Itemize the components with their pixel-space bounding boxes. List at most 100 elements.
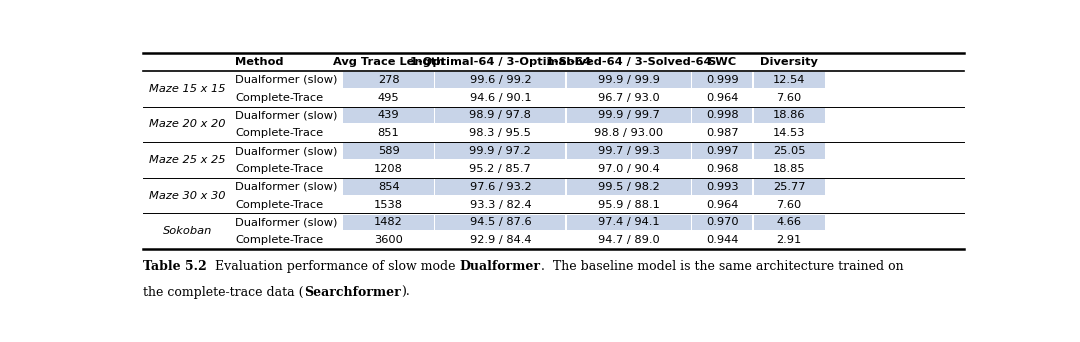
- Text: Complete-Trace: Complete-Trace: [235, 128, 324, 138]
- Text: 12.54: 12.54: [773, 75, 806, 85]
- Text: 0.993: 0.993: [706, 182, 739, 192]
- Text: 98.3 / 95.5: 98.3 / 95.5: [470, 128, 531, 138]
- FancyBboxPatch shape: [754, 143, 825, 159]
- Text: 0.998: 0.998: [706, 110, 739, 120]
- FancyBboxPatch shape: [567, 72, 691, 88]
- Text: Dualformer (slow): Dualformer (slow): [235, 182, 338, 192]
- FancyBboxPatch shape: [435, 72, 565, 88]
- FancyBboxPatch shape: [567, 214, 691, 230]
- Text: 1208: 1208: [374, 164, 403, 174]
- Text: 854: 854: [378, 182, 400, 192]
- FancyBboxPatch shape: [567, 108, 691, 123]
- Text: Complete-Trace: Complete-Trace: [235, 235, 324, 245]
- Text: .  The baseline model is the same architecture trained on: . The baseline model is the same archite…: [541, 260, 903, 273]
- Text: 98.9 / 97.8: 98.9 / 97.8: [470, 110, 531, 120]
- Text: Maze 15 x 15: Maze 15 x 15: [149, 84, 226, 94]
- Text: 0.997: 0.997: [706, 146, 739, 156]
- Text: SWC: SWC: [707, 57, 737, 67]
- Text: 99.6 / 99.2: 99.6 / 99.2: [470, 75, 531, 85]
- Text: Complete-Trace: Complete-Trace: [235, 164, 324, 174]
- Text: 97.0 / 90.4: 97.0 / 90.4: [598, 164, 660, 174]
- FancyBboxPatch shape: [435, 143, 565, 159]
- FancyBboxPatch shape: [567, 143, 691, 159]
- Text: Avg Trace Length: Avg Trace Length: [333, 57, 444, 67]
- FancyBboxPatch shape: [435, 108, 565, 123]
- Text: 2.91: 2.91: [777, 235, 801, 245]
- Text: 97.4 / 94.1: 97.4 / 94.1: [598, 218, 660, 227]
- Text: 589: 589: [378, 146, 400, 156]
- Text: 94.7 / 89.0: 94.7 / 89.0: [598, 235, 660, 245]
- Text: 93.3 / 82.4: 93.3 / 82.4: [470, 199, 531, 210]
- Text: 95.2 / 85.7: 95.2 / 85.7: [470, 164, 531, 174]
- FancyBboxPatch shape: [692, 72, 752, 88]
- Text: 92.9 / 84.4: 92.9 / 84.4: [470, 235, 531, 245]
- FancyBboxPatch shape: [343, 143, 434, 159]
- Text: Complete-Trace: Complete-Trace: [235, 199, 324, 210]
- Text: 7.60: 7.60: [777, 93, 801, 103]
- Text: Dualformer (slow): Dualformer (slow): [235, 75, 338, 85]
- Text: Dualformer: Dualformer: [460, 260, 541, 273]
- Text: 0.970: 0.970: [706, 218, 739, 227]
- Text: 94.5 / 87.6: 94.5 / 87.6: [470, 218, 531, 227]
- FancyBboxPatch shape: [692, 214, 752, 230]
- FancyBboxPatch shape: [343, 179, 434, 195]
- Text: 25.77: 25.77: [773, 182, 806, 192]
- Text: 439: 439: [378, 110, 400, 120]
- Text: 99.9 / 97.2: 99.9 / 97.2: [470, 146, 531, 156]
- FancyBboxPatch shape: [754, 214, 825, 230]
- Text: 3600: 3600: [374, 235, 403, 245]
- Text: 98.8 / 93.00: 98.8 / 93.00: [594, 128, 663, 138]
- Text: 18.85: 18.85: [773, 164, 806, 174]
- Text: 1-Solved-64 / 3-Solved-64: 1-Solved-64 / 3-Solved-64: [546, 57, 712, 67]
- Text: Evaluation performance of slow mode: Evaluation performance of slow mode: [207, 260, 460, 273]
- Text: 99.7 / 99.3: 99.7 / 99.3: [598, 146, 660, 156]
- FancyBboxPatch shape: [754, 179, 825, 195]
- Text: Diversity: Diversity: [760, 57, 818, 67]
- Text: 7.60: 7.60: [777, 199, 801, 210]
- Text: 0.964: 0.964: [706, 199, 739, 210]
- Text: 0.999: 0.999: [706, 75, 739, 85]
- Text: 99.5 / 98.2: 99.5 / 98.2: [598, 182, 660, 192]
- FancyBboxPatch shape: [435, 214, 565, 230]
- Text: 97.6 / 93.2: 97.6 / 93.2: [470, 182, 531, 192]
- FancyBboxPatch shape: [435, 179, 565, 195]
- Text: ).: ).: [401, 286, 409, 299]
- Text: Dualformer (slow): Dualformer (slow): [235, 110, 338, 120]
- Text: Table 5.2: Table 5.2: [144, 260, 207, 273]
- FancyBboxPatch shape: [754, 72, 825, 88]
- Text: Dualformer (slow): Dualformer (slow): [235, 218, 338, 227]
- FancyBboxPatch shape: [343, 72, 434, 88]
- Text: 14.53: 14.53: [773, 128, 806, 138]
- Text: 495: 495: [378, 93, 400, 103]
- Text: 99.9 / 99.9: 99.9 / 99.9: [598, 75, 660, 85]
- FancyBboxPatch shape: [692, 143, 752, 159]
- Text: 1538: 1538: [374, 199, 403, 210]
- Text: Complete-Trace: Complete-Trace: [235, 93, 324, 103]
- Text: 0.987: 0.987: [706, 128, 739, 138]
- Text: Dualformer (slow): Dualformer (slow): [235, 146, 338, 156]
- Text: the complete-trace data (: the complete-trace data (: [144, 286, 303, 299]
- FancyBboxPatch shape: [343, 108, 434, 123]
- FancyBboxPatch shape: [692, 108, 752, 123]
- Text: 96.7 / 93.0: 96.7 / 93.0: [598, 93, 660, 103]
- Text: 99.9 / 99.7: 99.9 / 99.7: [598, 110, 660, 120]
- FancyBboxPatch shape: [343, 214, 434, 230]
- Text: 95.9 / 88.1: 95.9 / 88.1: [598, 199, 660, 210]
- Text: Sokoban: Sokoban: [163, 226, 212, 236]
- Text: 0.944: 0.944: [706, 235, 739, 245]
- FancyBboxPatch shape: [754, 108, 825, 123]
- Text: 18.86: 18.86: [773, 110, 806, 120]
- Text: Maze 30 x 30: Maze 30 x 30: [149, 190, 226, 201]
- Text: Method: Method: [235, 57, 284, 67]
- Text: Maze 25 x 25: Maze 25 x 25: [149, 155, 226, 165]
- FancyBboxPatch shape: [692, 179, 752, 195]
- Text: 851: 851: [378, 128, 400, 138]
- Text: 25.05: 25.05: [773, 146, 806, 156]
- Text: 94.6 / 90.1: 94.6 / 90.1: [470, 93, 531, 103]
- Text: 278: 278: [378, 75, 400, 85]
- Text: 1-Optimal-64 / 3-Optimal-64: 1-Optimal-64 / 3-Optimal-64: [409, 57, 591, 67]
- FancyBboxPatch shape: [567, 179, 691, 195]
- Text: Searchformer: Searchformer: [303, 286, 401, 299]
- Text: 4.66: 4.66: [777, 218, 801, 227]
- Text: 0.968: 0.968: [706, 164, 739, 174]
